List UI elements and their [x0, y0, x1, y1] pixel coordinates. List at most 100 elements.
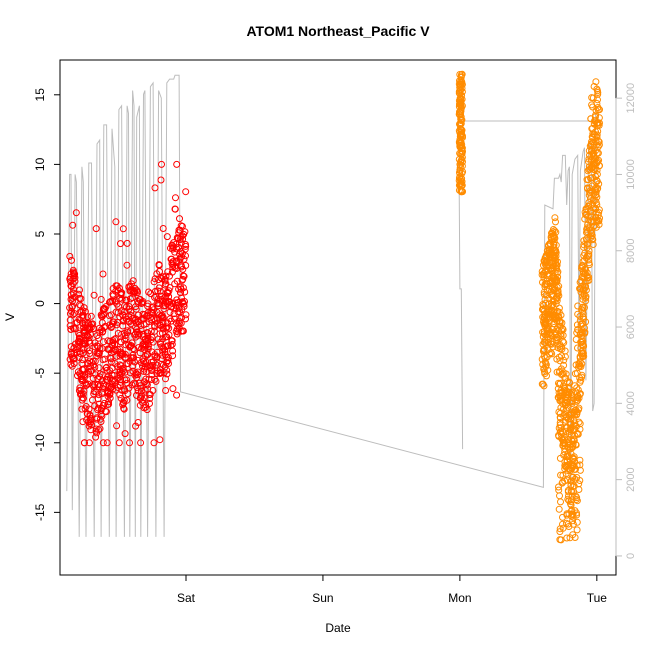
- data-point: [542, 363, 550, 371]
- data-point: [139, 310, 147, 318]
- data-point: [150, 315, 158, 323]
- data-point: [546, 240, 554, 247]
- data-point: [177, 222, 185, 230]
- data-point: [146, 395, 154, 402]
- data-point: [593, 100, 601, 107]
- data-point: [580, 243, 588, 251]
- data-point: [109, 341, 116, 349]
- data-point: [568, 474, 576, 481]
- data-point: [574, 302, 582, 310]
- data-point: [102, 408, 110, 416]
- data-point: [589, 103, 597, 111]
- data-point: [581, 256, 589, 264]
- data-point: [552, 218, 559, 226]
- data-point: [576, 378, 584, 386]
- data-point: [591, 117, 598, 125]
- data-point: [575, 360, 583, 368]
- data-point: [174, 321, 182, 329]
- data-point: [112, 346, 120, 354]
- data-point: [172, 319, 180, 327]
- data-point: [574, 310, 582, 318]
- data-point: [119, 225, 127, 233]
- y2-tick-label: 2000: [625, 467, 637, 491]
- data-point: [174, 308, 182, 316]
- data-point: [121, 368, 129, 376]
- data-point: [166, 298, 174, 306]
- data-point: [178, 299, 186, 307]
- y2-tick-label: 8000: [625, 238, 637, 262]
- data-point: [126, 295, 134, 303]
- data-point: [103, 439, 111, 447]
- data-point: [553, 278, 561, 286]
- data-point: [92, 427, 100, 435]
- data-point: [587, 234, 595, 241]
- data-point: [590, 166, 598, 173]
- data-point: [592, 78, 600, 86]
- data-point: [594, 90, 602, 98]
- data-point: [107, 297, 115, 305]
- data-point: [589, 138, 597, 146]
- data-point: [553, 355, 561, 363]
- data-point: [98, 404, 106, 412]
- data-point: [541, 354, 549, 362]
- data-point: [578, 338, 586, 346]
- data-point: [179, 272, 187, 280]
- data-point: [163, 323, 171, 331]
- data-point: [457, 139, 465, 147]
- data-point: [142, 320, 150, 328]
- data-point: [548, 266, 556, 274]
- data-point: [153, 348, 161, 356]
- data-point: [97, 295, 105, 303]
- data-point: [161, 351, 169, 358]
- data-point: [583, 229, 590, 236]
- data-point: [540, 352, 548, 360]
- data-point: [182, 241, 189, 248]
- data-point: [566, 465, 574, 473]
- data-point: [71, 277, 79, 285]
- data-point: [123, 261, 131, 269]
- data-point: [137, 384, 145, 392]
- data-point: [144, 300, 152, 308]
- data-point: [69, 297, 76, 305]
- data-point: [69, 221, 77, 229]
- data-point: [456, 90, 464, 98]
- data-point: [579, 353, 587, 361]
- y-axis-label: V: [3, 313, 17, 321]
- y2-tick-label: 6000: [625, 315, 637, 339]
- data-point: [153, 315, 161, 322]
- data-point: [547, 240, 554, 248]
- data-point: [176, 255, 184, 263]
- data-point: [143, 406, 151, 414]
- data-point: [561, 445, 569, 453]
- data-point: [121, 376, 129, 384]
- data-point: [163, 288, 171, 296]
- data-point: [143, 380, 150, 387]
- data-point: [81, 339, 89, 347]
- data-point: [108, 383, 116, 391]
- data-point: [573, 474, 581, 481]
- data-point: [87, 312, 95, 320]
- data-point: [173, 160, 181, 168]
- data-point: [587, 218, 595, 226]
- data-point: [162, 280, 170, 288]
- data-point: [178, 276, 186, 284]
- data-point: [98, 319, 106, 327]
- y-tick-label: -5: [33, 368, 47, 379]
- data-point: [117, 240, 124, 248]
- data-point: [109, 318, 117, 326]
- data-point: [111, 298, 119, 306]
- data-point: [165, 331, 173, 339]
- data-point: [562, 470, 570, 478]
- data-point: [582, 297, 590, 305]
- data-point: [105, 398, 113, 406]
- data-point: [79, 390, 87, 398]
- data-point: [560, 361, 568, 369]
- y2-tick-label: 10000: [625, 159, 637, 190]
- data-point: [578, 360, 586, 368]
- data-point: [557, 536, 565, 544]
- data-point: [556, 345, 564, 353]
- data-point: [458, 70, 466, 78]
- data-point: [78, 360, 86, 368]
- data-point: [161, 333, 169, 341]
